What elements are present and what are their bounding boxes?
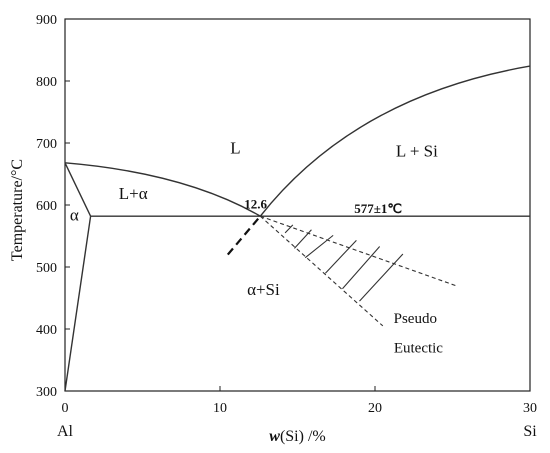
x-end-label-si: Si	[523, 423, 537, 440]
x-tick-label: 20	[368, 401, 382, 416]
annotation-label: 12.6	[244, 197, 267, 212]
y-tick-label: 500	[36, 261, 57, 276]
y-tick-label: 300	[36, 385, 57, 400]
y-tick-label: 900	[36, 13, 57, 28]
x-tick-label: 30	[523, 401, 537, 416]
solvus-upper	[64, 162, 92, 217]
hatch-line	[324, 239, 357, 274]
region-label: α	[70, 206, 79, 225]
hatch-line	[359, 253, 404, 302]
extrapolated-liquidus	[226, 215, 262, 256]
hatch-line	[284, 224, 294, 234]
x-tick-label: 10	[213, 401, 227, 416]
hatch-line	[304, 234, 334, 259]
region-label: L	[230, 139, 240, 158]
annotation-label: 577±1℃	[354, 201, 402, 216]
annotation-label: Eutectic	[394, 341, 443, 357]
annotation-label: Pseudo	[394, 311, 437, 327]
x-axis: 0 10 20 30	[62, 386, 537, 416]
phase-boundaries	[64, 65, 531, 392]
y-axis: 300 400 500 600 700 800 900	[36, 13, 70, 400]
y-tick-label: 700	[36, 137, 57, 152]
x-axis-title-rest: (Si) /%	[280, 428, 326, 445]
hatch-line	[342, 246, 381, 290]
x-axis-title-variable: w	[269, 428, 280, 445]
region-labels: L L + Si L+α α α+Si	[70, 139, 438, 299]
pseudo-eutectic-hatching	[284, 224, 404, 302]
annotations: 12.6 577±1℃ Pseudo Eutectic	[244, 197, 443, 357]
y-tick-label: 800	[36, 75, 57, 90]
y-tick-label: 600	[36, 199, 57, 214]
solvus-lower	[64, 216, 92, 392]
liquidus-si-side	[259, 65, 531, 217]
region-label: α+Si	[247, 280, 280, 299]
hatch-line	[293, 229, 312, 249]
x-tick-label: 0	[62, 401, 69, 416]
y-axis-title: Temperature/°C	[9, 159, 26, 261]
liquidus-al-side	[64, 162, 261, 217]
region-label: L + Si	[396, 142, 438, 161]
region-label: L+α	[119, 184, 148, 203]
x-end-label-al: Al	[57, 423, 74, 440]
x-axis-title: w(Si) /%	[269, 428, 325, 445]
y-tick-label: 400	[36, 323, 57, 338]
